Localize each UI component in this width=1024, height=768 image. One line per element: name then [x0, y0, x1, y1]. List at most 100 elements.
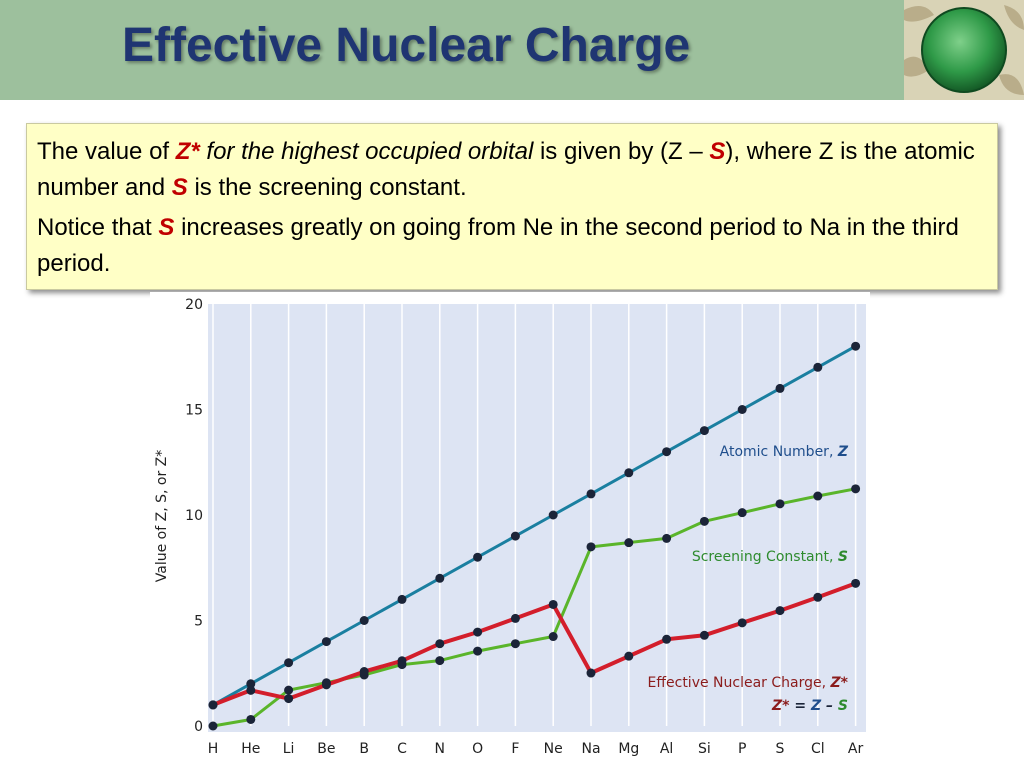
y-tick-label: 5 [194, 614, 203, 630]
x-tick-label: Al [660, 741, 673, 757]
data-point-atomic [851, 341, 861, 351]
data-point-effective [813, 592, 823, 602]
data-point-effective [435, 639, 445, 649]
cell-logo-image [904, 0, 1024, 100]
data-point-screening [851, 484, 861, 494]
data-point-effective [548, 599, 558, 609]
data-point-screening [775, 499, 785, 509]
label-atomic-number: Atomic Number, Z [720, 444, 849, 460]
data-point-screening [624, 538, 634, 548]
grid-lines [212, 304, 857, 726]
data-point-screening [284, 685, 294, 695]
text-segment: is the screening constant. [187, 174, 467, 201]
formula-label: Z* = Z – S [771, 698, 848, 714]
data-point-effective [851, 578, 861, 588]
text-italic-segment: for the highest occupied orbital [199, 138, 534, 165]
series-line-screening [212, 487, 856, 728]
x-tick-label: P [738, 741, 746, 757]
data-point-atomic [699, 426, 709, 436]
x-tick-label: Mg [618, 741, 639, 757]
data-point-screening [737, 508, 747, 518]
data-point-effective [662, 634, 672, 644]
series-line-atomic [212, 344, 857, 707]
data-point-screening [699, 516, 709, 526]
y-tick-label: 0 [194, 719, 203, 735]
data-point-atomic [548, 510, 558, 520]
data-point-atomic [284, 658, 294, 668]
data-point-screening [662, 533, 672, 543]
data-point-effective [510, 613, 520, 623]
data-point-effective [284, 694, 294, 704]
text-segment: ), where Z is the atomic number and [37, 138, 975, 201]
label-screening-constant: Screening Constant, S [692, 549, 848, 565]
x-tick-label: B [359, 741, 369, 757]
x-tick-label: O [472, 741, 483, 757]
x-tick-label: Na [581, 741, 600, 757]
data-point-screening [473, 646, 483, 656]
data-point-effective [321, 680, 331, 690]
data-point-effective [246, 685, 256, 695]
data-point-screening [586, 542, 596, 552]
data-point-atomic [397, 594, 407, 604]
x-tick-label: S [776, 741, 785, 757]
x-tick-label: He [241, 741, 260, 757]
data-point-screening [246, 714, 256, 724]
data-point-screening [435, 656, 445, 666]
data-point-atomic [624, 468, 634, 478]
data-point-atomic [510, 531, 520, 541]
x-tick-label: N [435, 741, 445, 757]
text-segment: Notice that [37, 214, 159, 241]
text-segment: increases greatly on going from Ne in th… [37, 214, 959, 277]
x-tick-label: F [511, 741, 519, 757]
x-tick-label: C [397, 741, 407, 757]
data-point-effective [473, 627, 483, 637]
y-axis-label: Value of Z, S, or Z* [154, 450, 170, 582]
s-symbol: S [171, 174, 188, 201]
y-axis: Value of Z, S, or Z* 0 5 10 15 20 [154, 297, 203, 735]
data-point-atomic [246, 679, 256, 689]
plot-area [208, 304, 866, 732]
data-point-screening [548, 632, 558, 642]
series-lines [212, 344, 857, 728]
data-point-atomic [359, 616, 369, 625]
x-tick-label: Si [698, 741, 711, 757]
data-point-atomic [473, 552, 483, 562]
data-point-atomic [737, 405, 747, 414]
text-segment: The value of [37, 138, 176, 165]
data-point-atomic [775, 383, 785, 393]
y-tick-label: 10 [185, 508, 203, 524]
slide-header: Effective Nuclear Charge [0, 0, 1024, 100]
label-effective-nuclear-charge: Effective Nuclear Charge, Z* [648, 675, 849, 691]
data-point-atomic [813, 362, 823, 372]
x-tick-label: Li [283, 741, 295, 757]
data-point-atomic [662, 447, 672, 457]
paragraph-screening-note: Notice that S increases greatly on going… [37, 210, 987, 282]
data-point-effective [624, 651, 634, 661]
data-point-atomic [586, 489, 596, 499]
y-tick-label: 15 [185, 403, 203, 419]
x-tick-label: Ne [544, 741, 563, 757]
slide-title: Effective Nuclear Charge [122, 19, 691, 72]
series-points [208, 341, 861, 731]
zstar-symbol: Z* [175, 138, 200, 165]
explanation-callout: The value of Z* for the highest occupied… [26, 123, 998, 290]
x-tick-label: Be [317, 741, 335, 757]
data-point-screening [510, 639, 520, 649]
data-point-effective [208, 700, 218, 710]
data-point-screening [813, 491, 823, 501]
x-tick-label: Cl [811, 741, 825, 757]
data-point-effective [397, 656, 407, 666]
paragraph-zstar-definition: The value of Z* for the highest occupied… [37, 134, 987, 206]
text-segment: is given by (Z – [533, 138, 710, 165]
data-point-effective [699, 630, 709, 640]
series-line-effective [212, 581, 857, 707]
data-point-screening [208, 721, 218, 731]
data-point-effective [586, 668, 596, 678]
s-symbol: S [158, 214, 175, 241]
data-point-atomic [435, 573, 445, 583]
cell-logo-icon [904, 0, 1024, 100]
x-tick-label: Ar [848, 741, 864, 757]
x-tick-label: H [208, 741, 219, 757]
data-point-effective [737, 618, 747, 628]
